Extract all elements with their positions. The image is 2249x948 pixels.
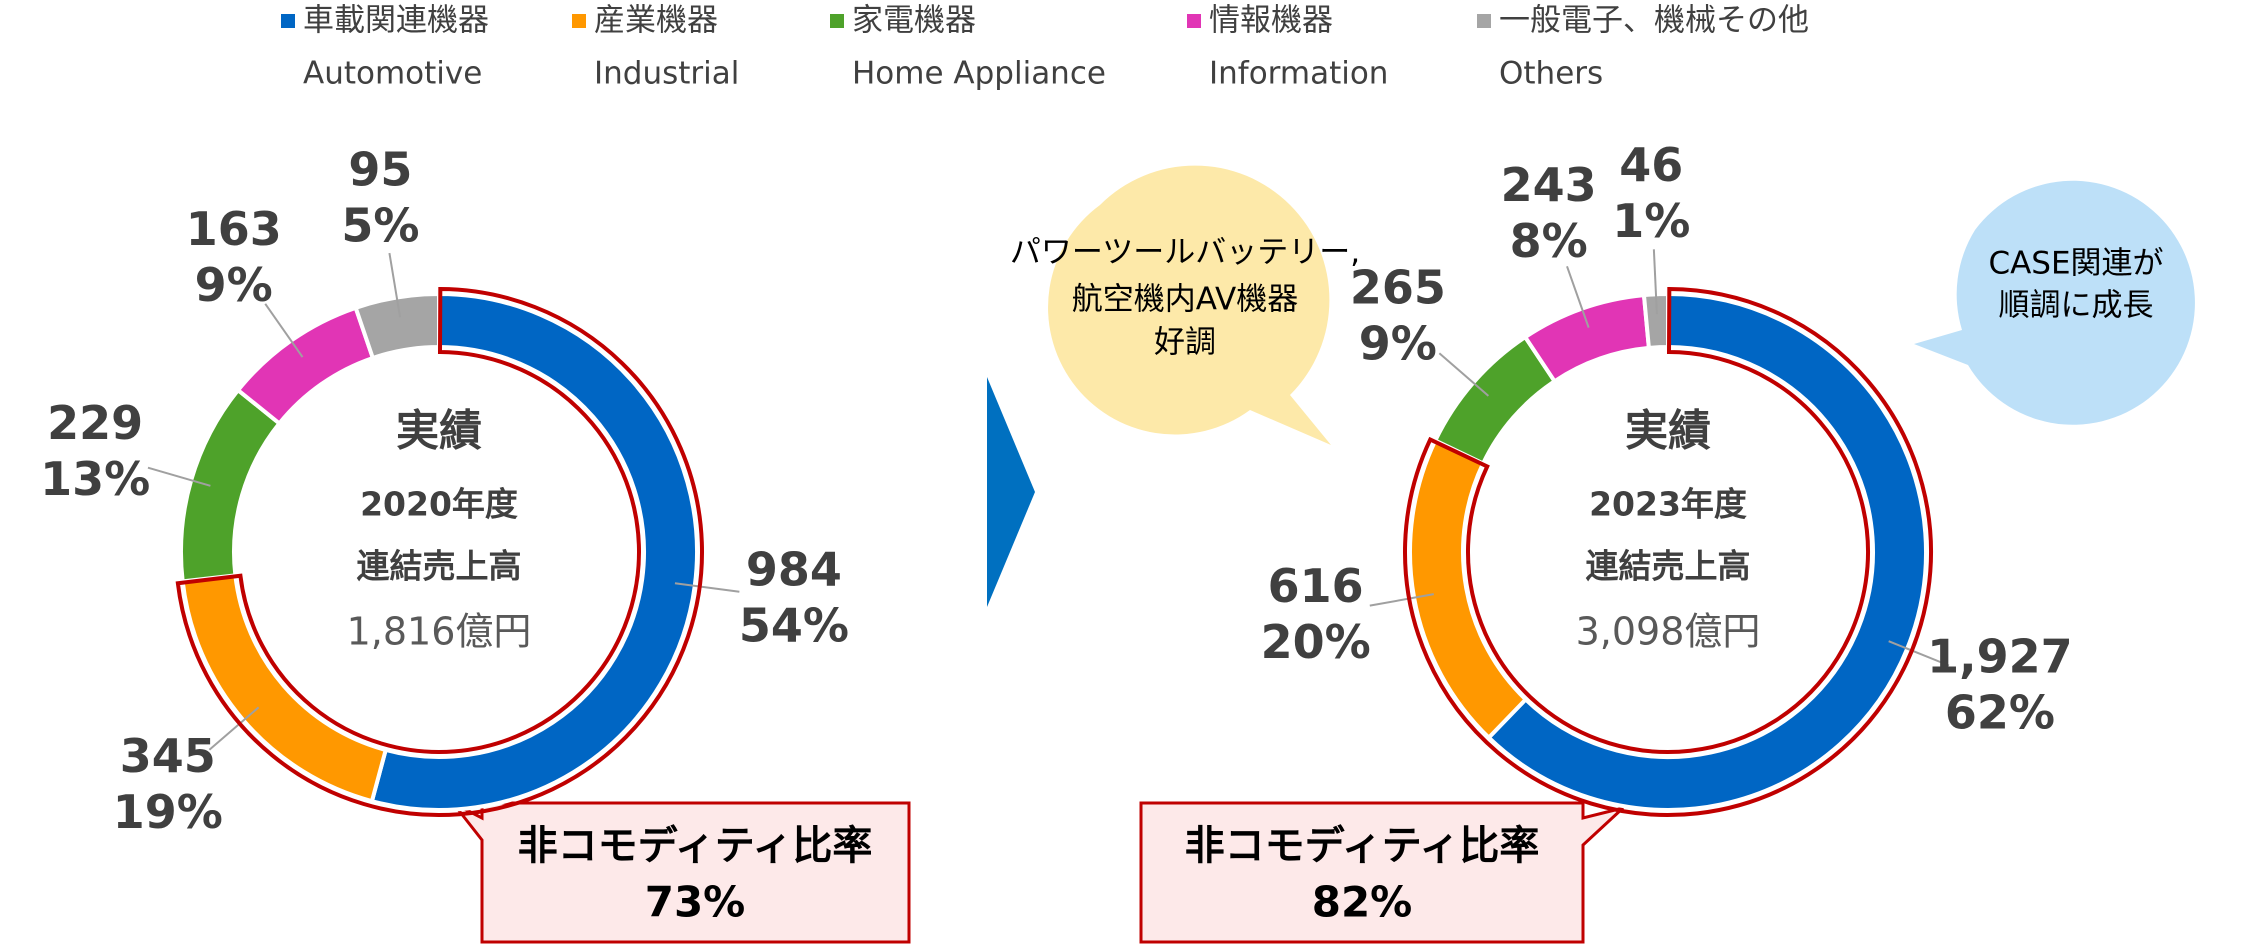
- share-label: 9%: [1359, 317, 1437, 371]
- share-label: 19%: [113, 785, 223, 839]
- callout-title: 非コモディティ比率: [1185, 823, 1540, 869]
- center-label: 2020年度: [360, 485, 518, 524]
- share-label: 20%: [1261, 615, 1371, 669]
- center-label: 1,816億円: [347, 610, 532, 654]
- callout-value: 73%: [645, 878, 746, 927]
- value-label: 984: [746, 542, 842, 596]
- value-label: 1,927: [1927, 630, 2073, 684]
- donut-segment: [1485, 291, 1928, 812]
- callout-title: 非コモディティ比率: [518, 823, 873, 869]
- leader-line: [1652, 249, 1658, 315]
- legend-swatch: [1187, 14, 1201, 28]
- share-label: 5%: [341, 198, 419, 252]
- legend-swatch: [830, 14, 844, 28]
- legend-label: 家電機器: [852, 3, 976, 39]
- share-label: 54%: [739, 598, 849, 652]
- note-text: 順調に成長: [1999, 288, 2154, 324]
- value-label: 345: [120, 729, 216, 783]
- leader-line: [147, 466, 211, 487]
- highlight-outline: [1403, 286, 1933, 817]
- note-text: 好調: [1154, 325, 1216, 361]
- legend-label: 産業機器: [594, 3, 718, 39]
- highlight-outline: [175, 286, 704, 817]
- value-label: 265: [1350, 261, 1446, 315]
- callout-box: [451, 801, 911, 944]
- donut-segment: [1522, 292, 1652, 385]
- legend-label: 情報機器: [1209, 3, 1333, 39]
- donut-segment: [1408, 437, 1529, 741]
- note-bubble: [1048, 165, 1331, 445]
- legend-label-en: Industrial: [594, 56, 739, 92]
- callout-box: [1139, 801, 1625, 944]
- center-label: 実績: [396, 407, 482, 457]
- share-label: 62%: [1945, 686, 2055, 740]
- leader-line: [1438, 352, 1490, 397]
- arrow: [987, 377, 1035, 607]
- note-text: 航空機内AV機器: [1072, 282, 1298, 318]
- share-label: 1%: [1612, 194, 1690, 248]
- center-label: 連結売上高: [357, 547, 522, 586]
- legend-swatch: [281, 14, 295, 28]
- leader-line: [1566, 265, 1590, 328]
- share-label: 13%: [40, 452, 150, 506]
- value-label: 616: [1268, 559, 1364, 613]
- leader-line: [674, 582, 740, 593]
- callout-value: 82%: [1312, 878, 1413, 927]
- value-label: 229: [47, 396, 143, 450]
- center-label: 3,098億円: [1576, 610, 1761, 654]
- leader-line: [208, 706, 260, 751]
- note-bubble: [1914, 180, 2195, 425]
- value-label: 46: [1619, 138, 1683, 192]
- donut-segment: [235, 305, 376, 427]
- share-label: 9%: [195, 258, 273, 312]
- donut-segment: [179, 387, 283, 584]
- legend-label-en: Others: [1499, 56, 1603, 92]
- share-label: 8%: [1510, 214, 1588, 268]
- legend-swatch: [1477, 14, 1491, 28]
- value-label: 163: [186, 202, 282, 256]
- center-label: 2023年度: [1589, 485, 1747, 524]
- legend-label: 車載関連機器: [303, 3, 489, 39]
- legend-label: 一般電子、機械その他: [1499, 3, 1809, 39]
- legend-label-en: Information: [1209, 56, 1388, 92]
- value-label: 243: [1501, 158, 1597, 212]
- legend-label-en: Automotive: [303, 56, 482, 92]
- leader-line: [388, 252, 402, 318]
- legend-label-en: Home Appliance: [852, 56, 1106, 92]
- leader-line: [264, 303, 304, 358]
- donut-segment: [369, 291, 699, 812]
- center-label: 連結売上高: [1586, 547, 1751, 586]
- leader-line: [1888, 640, 1950, 667]
- legend-swatch: [572, 14, 586, 28]
- value-label: 95: [348, 142, 412, 196]
- note-text: パワーツールバッテリー,: [1010, 235, 1360, 271]
- note-text: CASE関連が: [1988, 246, 2163, 282]
- leader-line: [1369, 593, 1434, 607]
- center-label: 実績: [1625, 407, 1711, 457]
